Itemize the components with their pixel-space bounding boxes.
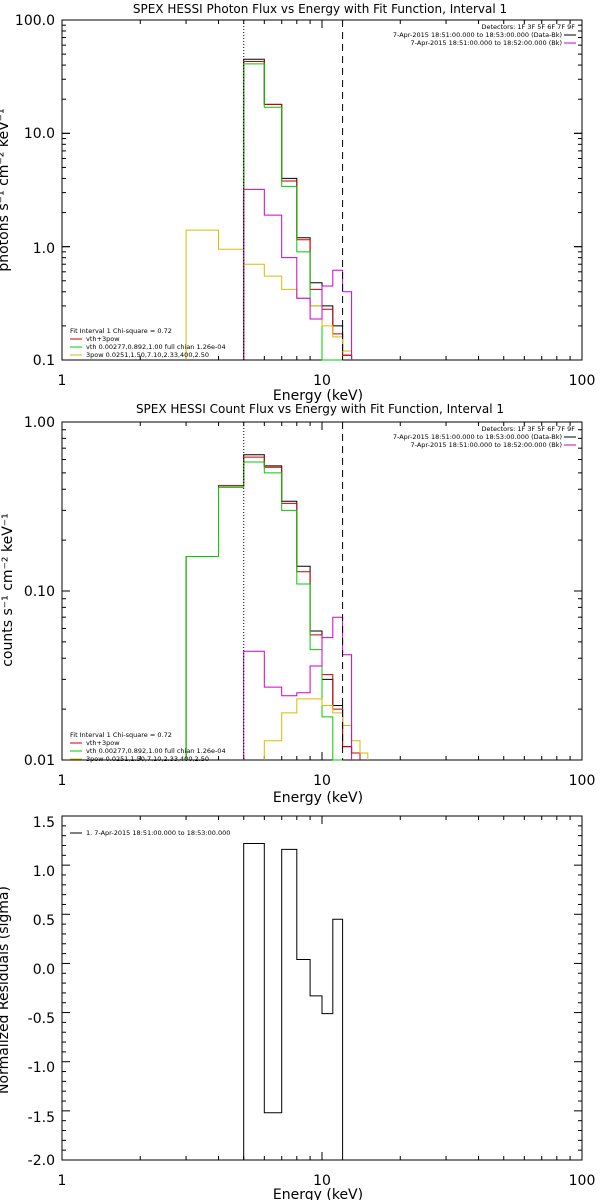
photon-flux-ytick-1: 1.0: [33, 241, 55, 257]
photon-flux-3pow-text: 3pow 0.0251,1.50,7.10,2.33,400,2.50: [86, 351, 209, 359]
residuals-ytick-1.0: 1.0: [33, 864, 55, 880]
residuals-panel: 1.5 1.0 0.5 0.0 -0.5 -1.0 -1.5 -2.0 1 10…: [0, 815, 595, 1200]
residuals-minor-ticks: [61, 815, 583, 1161]
photon-flux-series-data: [243, 58, 353, 360]
count-flux-series-3pow: [263, 698, 369, 760]
count-flux-panel: SPEX HESSI Count Flux vs Energy with Fit…: [0, 402, 595, 806]
residuals-ytick-neg1.0: -1.0: [28, 1060, 55, 1076]
count-flux-series-vth: [185, 461, 343, 761]
residuals-y-axis-label: Normalized Residuals (sigma): [0, 886, 12, 1094]
count-flux-data-interval-text: 7-Apr-2015 18:51:00.000 to 18:53:00.000 …: [393, 433, 562, 441]
photon-flux-series-background: [243, 188, 353, 360]
count-flux-fit-interval-text: Fit Interval 1 Chi-square = 0.72: [70, 731, 172, 739]
residuals-xtick-1: 1: [58, 1173, 67, 1189]
count-flux-ytick-0.01: 0.01: [24, 753, 55, 769]
photon-flux-title: SPEX HESSI Photon Flux vs Energy with Fi…: [133, 2, 507, 16]
count-flux-fit-legend: Fit Interval 1 Chi-square = 0.72 vth+3po…: [70, 731, 226, 763]
count-flux-vth-text: vth 0.00277,0.892,1.00 full chian 1.26e-…: [86, 747, 226, 755]
photon-flux-series: [185, 58, 353, 361]
photon-flux-series-vth-3pow: [243, 61, 353, 360]
photon-flux-total-fit-text: vth+3pow: [86, 335, 120, 343]
photon-flux-detector-legend: Detectors: 1F 3F 5F 6F 7F 9F 7-Apr-2015 …: [393, 23, 576, 47]
photon-flux-y-axis-label: photons s⁻¹ cm⁻² keV⁻¹: [0, 108, 12, 271]
photon-flux-ytick-0.1: 0.1: [33, 353, 55, 369]
count-flux-detector-legend: Detectors: 1F 3F 5F 6F 7F 9F 7-Apr-2015 …: [393, 425, 576, 449]
photon-flux-energy-markers: [243, 20, 344, 360]
photon-flux-xtick-100: 100: [569, 373, 596, 389]
residuals-legend-text: 1. 7-Apr-2015 18:51:00.000 to 18:53:00.0…: [86, 829, 230, 837]
residuals-plot-frame: [61, 815, 583, 1161]
photon-flux-detectors-text: Detectors: 1F 3F 5F 6F 7F 9F: [481, 23, 575, 31]
count-flux-title: SPEX HESSI Count Flux vs Energy with Fit…: [136, 402, 504, 416]
residuals-xtick-10: 10: [313, 1173, 331, 1189]
photon-flux-vth-text: vth 0.00277,0.892,1.00 full chian 1.26e-…: [86, 343, 226, 351]
count-flux-3pow-text: 3pow 0.0251,1.50,7.10,2.33,400,2.50: [86, 755, 209, 763]
residuals-x-axis-label: Energy (keV): [273, 1187, 363, 1200]
residuals-series: [243, 843, 344, 1160]
residuals-ytick-neg1.5: -1.5: [28, 1110, 55, 1126]
residuals-ytick-neg2.0: -2.0: [28, 1153, 55, 1169]
residuals-ytick-neg0.5: -0.5: [28, 1011, 55, 1027]
photon-flux-x-axis-label: Energy (keV): [273, 388, 363, 404]
photon-flux-series-3pow: [185, 229, 353, 360]
count-flux-ytick-0.10: 0.10: [24, 584, 55, 600]
count-flux-bk-interval-text: 7-Apr-2015 18:51:00.000 to 18:52:00.000 …: [411, 441, 562, 449]
count-flux-y-axis-label: counts s⁻¹ cm⁻² keV⁻¹: [0, 513, 16, 667]
count-flux-xtick-10: 10: [313, 773, 331, 789]
count-flux-energy-markers: [243, 422, 344, 760]
photon-flux-bk-interval-text: 7-Apr-2015 18:51:00.000 to 18:52:00.000 …: [411, 39, 562, 47]
count-flux-series-data: [185, 454, 361, 760]
count-flux-total-fit-text: vth+3pow: [86, 739, 120, 747]
count-flux-detectors-text: Detectors: 1F 3F 5F 6F 7F 9F: [481, 425, 575, 433]
photon-flux-fit-legend: Fit Interval 1 Chi-square = 0.72 vth+3po…: [70, 327, 226, 359]
photon-flux-series-vth: [243, 63, 343, 361]
residuals-xtick-100: 100: [569, 1173, 596, 1189]
photon-flux-xtick-10: 10: [313, 373, 331, 389]
residuals-ytick-0.0: 0.0: [33, 962, 55, 978]
photon-flux-data-interval-text: 7-Apr-2015 18:51:00.000 to 18:53:00.000 …: [393, 31, 562, 39]
residuals-series-1-7-apr-2015-18-51-00-000-to-18-53-00-000: [243, 843, 344, 1160]
residuals-ytick-0.5: 0.5: [33, 913, 55, 929]
count-flux-xtick-100: 100: [569, 773, 596, 789]
count-flux-series-vth-3pow: [185, 456, 361, 760]
count-flux-ytick-1.00: 1.00: [24, 415, 55, 431]
count-flux-x-axis-label: Energy (keV): [273, 790, 363, 806]
residuals-ytick-1.5: 1.5: [33, 815, 55, 831]
count-flux-xtick-1: 1: [58, 773, 67, 789]
photon-flux-ytick-10: 10.0: [24, 126, 55, 142]
count-flux-series: [185, 454, 369, 761]
photon-flux-fit-interval-text: Fit Interval 1 Chi-square = 0.72: [70, 327, 172, 335]
photon-flux-ytick-100: 100.0: [15, 13, 55, 29]
photon-flux-panel: SPEX HESSI Photon Flux vs Energy with Fi…: [0, 2, 595, 404]
photon-flux-xtick-1: 1: [58, 373, 67, 389]
count-flux-series-background: [243, 616, 353, 760]
residuals-legend: 1. 7-Apr-2015 18:51:00.000 to 18:53:00.0…: [70, 829, 230, 837]
